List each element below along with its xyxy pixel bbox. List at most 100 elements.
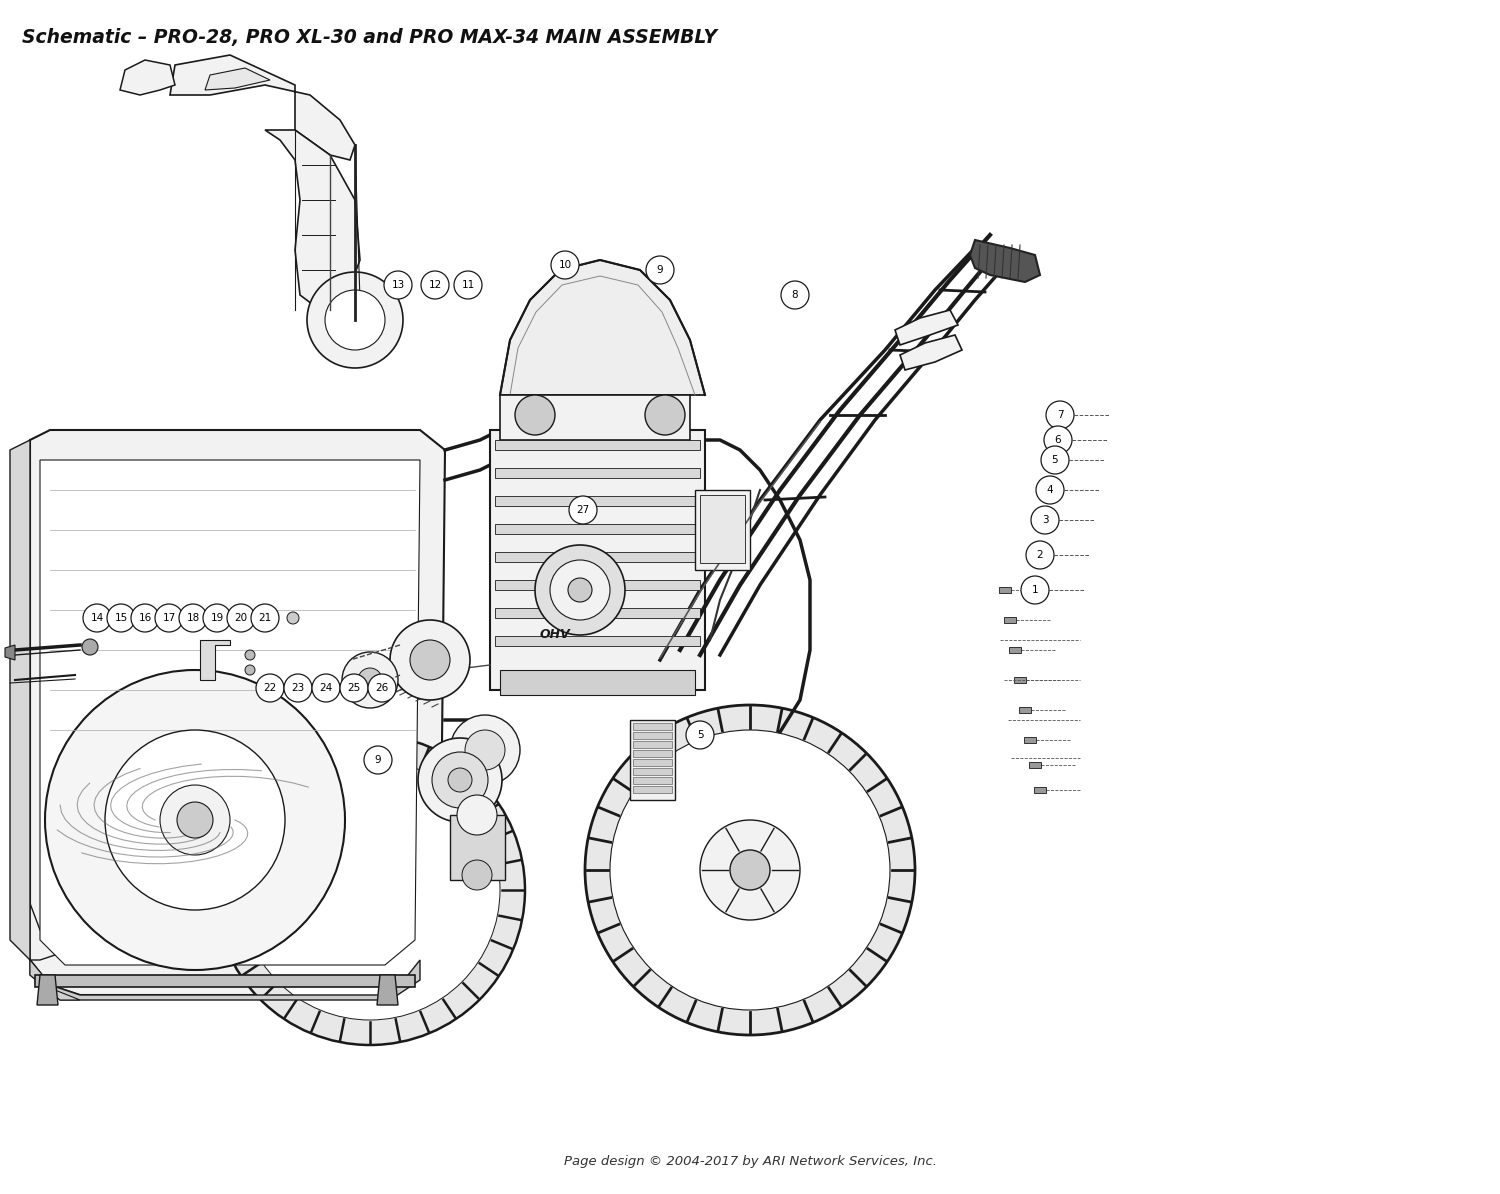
Circle shape — [118, 613, 130, 624]
Circle shape — [286, 613, 298, 624]
Circle shape — [358, 667, 382, 693]
Circle shape — [410, 640, 450, 681]
Text: 4: 4 — [1047, 485, 1053, 496]
Circle shape — [610, 730, 890, 1010]
Circle shape — [585, 704, 915, 1035]
Circle shape — [568, 496, 597, 524]
Bar — [495, 441, 700, 450]
Polygon shape — [206, 68, 270, 90]
Bar — [1034, 787, 1046, 793]
Bar — [1004, 617, 1016, 623]
Bar — [495, 552, 700, 562]
Circle shape — [82, 639, 98, 656]
Bar — [700, 496, 746, 564]
Polygon shape — [266, 130, 360, 310]
Circle shape — [1044, 426, 1072, 454]
Circle shape — [356, 875, 386, 905]
Bar — [633, 786, 672, 793]
Circle shape — [1026, 541, 1054, 570]
Text: 9: 9 — [657, 265, 663, 275]
Text: 22: 22 — [264, 683, 276, 693]
Circle shape — [284, 673, 312, 702]
Text: 11: 11 — [462, 281, 474, 290]
Text: 25: 25 — [348, 683, 360, 693]
Polygon shape — [30, 960, 420, 1001]
Text: 15: 15 — [114, 613, 128, 623]
Circle shape — [730, 850, 770, 890]
Text: 16: 16 — [138, 613, 152, 623]
Circle shape — [326, 290, 386, 350]
Circle shape — [160, 784, 230, 855]
Text: 3: 3 — [1041, 515, 1048, 525]
Circle shape — [1022, 576, 1048, 604]
Text: 26: 26 — [375, 683, 388, 693]
Circle shape — [448, 768, 472, 792]
Text: 24: 24 — [320, 683, 333, 693]
Circle shape — [1041, 447, 1070, 474]
Text: 20: 20 — [234, 613, 248, 623]
Circle shape — [45, 670, 345, 970]
Bar — [630, 720, 675, 800]
Circle shape — [364, 746, 392, 774]
Text: 1: 1 — [1032, 585, 1038, 595]
Circle shape — [244, 650, 255, 660]
Circle shape — [130, 604, 159, 632]
Circle shape — [308, 272, 404, 368]
Circle shape — [450, 715, 520, 784]
Text: 23: 23 — [291, 683, 304, 693]
Circle shape — [645, 395, 686, 435]
Bar — [633, 759, 672, 767]
Text: 19: 19 — [210, 613, 224, 623]
Text: 27: 27 — [576, 505, 590, 515]
Polygon shape — [376, 975, 398, 1005]
Circle shape — [422, 271, 448, 298]
Circle shape — [550, 560, 610, 620]
Polygon shape — [900, 336, 962, 370]
Bar — [633, 777, 672, 784]
Circle shape — [458, 795, 497, 835]
Bar — [495, 496, 700, 506]
Polygon shape — [12, 601, 56, 960]
Circle shape — [214, 613, 226, 624]
Circle shape — [536, 544, 626, 635]
Circle shape — [238, 613, 250, 624]
Bar — [450, 816, 506, 880]
Bar — [495, 524, 700, 534]
Circle shape — [178, 604, 207, 632]
Circle shape — [686, 721, 714, 749]
Text: 8: 8 — [792, 290, 798, 300]
Bar — [495, 580, 700, 590]
Polygon shape — [30, 960, 80, 1001]
Polygon shape — [896, 310, 958, 345]
Bar — [999, 587, 1011, 593]
Bar — [34, 975, 416, 987]
Text: Schematic – PRO-28, PRO XL-30 and PRO MAX-34 MAIN ASSEMBLY: Schematic – PRO-28, PRO XL-30 and PRO MA… — [22, 27, 717, 47]
Bar — [500, 670, 694, 695]
Text: 9: 9 — [375, 755, 381, 765]
Polygon shape — [38, 975, 58, 1005]
Polygon shape — [30, 430, 445, 995]
Circle shape — [568, 578, 592, 602]
Bar — [1010, 647, 1022, 653]
Polygon shape — [10, 441, 30, 960]
Circle shape — [326, 845, 416, 935]
Circle shape — [465, 730, 506, 770]
FancyBboxPatch shape — [490, 430, 705, 690]
Circle shape — [190, 613, 202, 624]
Circle shape — [177, 802, 213, 838]
Bar — [1024, 737, 1036, 743]
Polygon shape — [170, 55, 356, 160]
Circle shape — [1036, 476, 1064, 504]
Circle shape — [256, 673, 284, 702]
Circle shape — [142, 613, 154, 624]
Circle shape — [340, 673, 368, 702]
Text: 13: 13 — [392, 281, 405, 290]
Circle shape — [251, 604, 279, 632]
Circle shape — [550, 251, 579, 279]
Circle shape — [419, 738, 503, 821]
Circle shape — [226, 604, 255, 632]
Bar — [633, 768, 672, 775]
Text: Page design © 2004-2017 by ARI Network Services, Inc.: Page design © 2004-2017 by ARI Network S… — [564, 1155, 936, 1168]
Polygon shape — [500, 260, 705, 395]
Bar — [1014, 677, 1026, 683]
